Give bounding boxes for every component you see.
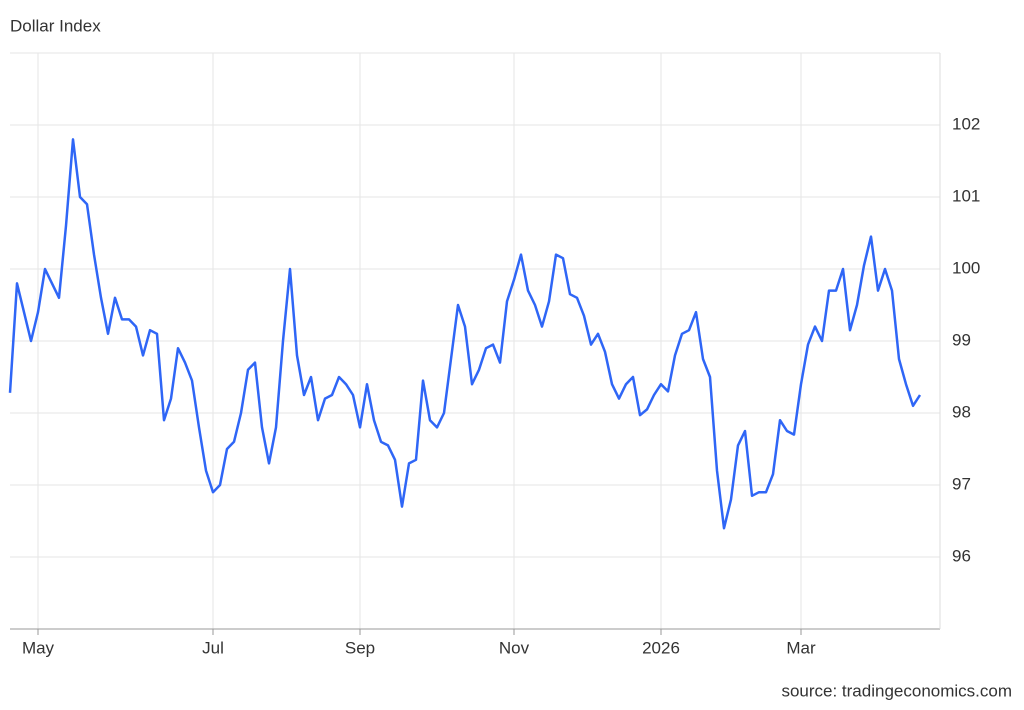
chart-title: Dollar Index	[10, 16, 101, 35]
x-tick-label: Nov	[499, 638, 530, 657]
y-tick-label: 98	[952, 402, 971, 421]
x-tick-label: Jul	[202, 638, 224, 657]
data-line	[8, 138, 922, 530]
y-tick-label: 99	[952, 330, 971, 349]
x-tick-label: Mar	[786, 638, 816, 657]
y-tick-label: 102	[952, 114, 980, 133]
y-tick-label: 96	[952, 546, 971, 565]
y-tick-label: 97	[952, 474, 971, 493]
y-tick-label: 101	[952, 186, 980, 205]
y-tick-label: 100	[952, 258, 980, 277]
x-tick-label: Sep	[345, 638, 375, 657]
x-tick-label: May	[22, 638, 55, 657]
x-tick-label: 2026	[642, 638, 680, 657]
source: source: tradingeconomics.com	[781, 681, 1012, 700]
